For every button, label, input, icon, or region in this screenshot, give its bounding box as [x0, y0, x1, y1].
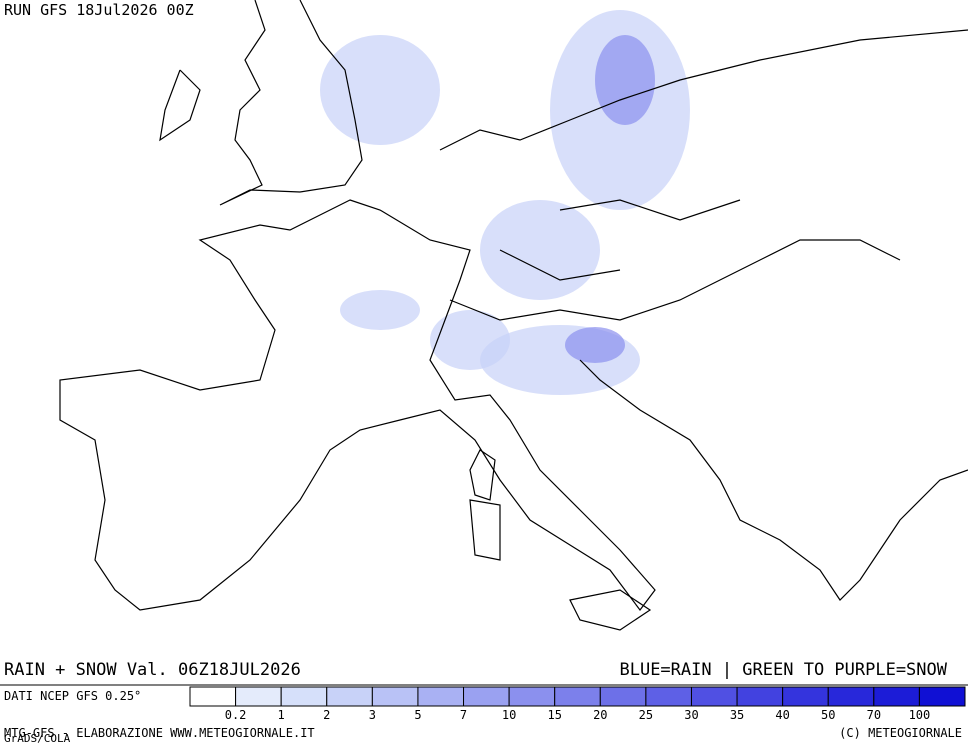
rain-area	[340, 290, 420, 330]
legend-tick-label: 70	[867, 708, 881, 722]
rain-area	[480, 200, 600, 300]
legend-tick-label: 50	[821, 708, 835, 722]
color-box	[599, 686, 647, 707]
legend-tick-label: 35	[730, 708, 744, 722]
legend-tick-label: 25	[639, 708, 653, 722]
coastline	[59, 199, 656, 611]
coastlines	[59, 0, 968, 631]
legend-tick-label: 40	[775, 708, 789, 722]
coastline	[569, 589, 652, 631]
color-box	[189, 686, 237, 707]
color-box	[280, 686, 328, 707]
legend-tick-label: 3	[369, 708, 376, 722]
color-box	[873, 686, 920, 707]
color-box	[371, 686, 419, 707]
coastline	[159, 69, 201, 142]
legend-tick-label: 15	[547, 708, 561, 722]
legend-tick-label: 0.2	[225, 708, 247, 722]
coastline	[579, 359, 968, 601]
color-box	[690, 686, 738, 707]
color-box	[417, 686, 465, 707]
color-box	[554, 686, 601, 707]
legend-tick-label: 10	[502, 708, 516, 722]
legend-tick-label: 2	[323, 708, 330, 722]
color-box	[463, 686, 510, 707]
legend-label: DATI NCEP GFS 0.25°	[4, 689, 141, 703]
coastline	[219, 0, 363, 206]
legend-tick-label: 100	[909, 708, 931, 722]
caption-left: RAIN + SNOW Val. 06Z18JUL2026	[4, 660, 301, 680]
caption-right: BLUE=RAIN | GREEN TO PURPLE=SNOW	[619, 660, 947, 680]
color-box	[645, 686, 692, 707]
coastline	[439, 29, 968, 151]
rain-area	[565, 327, 625, 363]
rain-area	[430, 310, 510, 370]
color-box	[235, 686, 282, 707]
footer-right: (C) METEOGIORNALE	[839, 726, 962, 740]
legend-tick-label: 30	[684, 708, 698, 722]
legend-tick-label: 7	[460, 708, 467, 722]
footer-left: MTG-GFS - ELABORAZIONE WWW.METEOGIORNALE…	[4, 726, 315, 740]
legend-tick-label: 1	[278, 708, 285, 722]
rain-area	[595, 35, 655, 125]
precipitation	[320, 10, 690, 395]
color-box	[736, 686, 784, 707]
colorbar: 0.2 1 2 3 5 7 10 15 20 25 30 35 40 50 70 100	[189, 686, 966, 722]
color-box	[918, 686, 966, 707]
color-box	[827, 686, 875, 707]
credit: GrADS/COLA	[4, 732, 71, 745]
border	[449, 199, 901, 321]
legend-tick-label: 20	[593, 708, 607, 722]
coastline	[469, 449, 501, 561]
color-box	[326, 686, 373, 707]
legend-tick-label: 5	[414, 708, 421, 722]
color-box	[782, 686, 829, 707]
rain-area	[320, 35, 440, 145]
color-box	[508, 686, 556, 707]
run-label: RUN GFS 18Jul2026 00Z	[4, 1, 194, 19]
